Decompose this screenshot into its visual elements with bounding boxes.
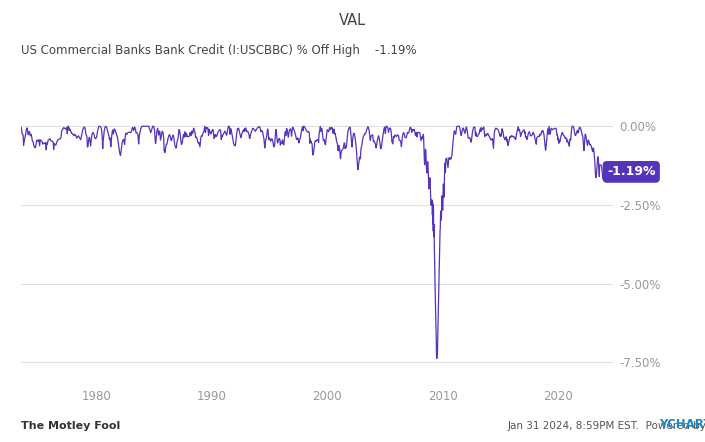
Text: The Motley Fool: The Motley Fool — [21, 421, 121, 431]
Text: -1.19%: -1.19% — [607, 165, 656, 179]
Text: Jan 31 2024, 8:59PM EST.  Powered by: Jan 31 2024, 8:59PM EST. Powered by — [508, 421, 705, 431]
Text: US Commercial Banks Bank Credit (I:USCBBC) % Off High    -1.19%: US Commercial Banks Bank Credit (I:USCBB… — [21, 44, 417, 57]
Text: VAL: VAL — [339, 13, 366, 28]
Text: YCHARTS: YCHARTS — [659, 418, 705, 431]
